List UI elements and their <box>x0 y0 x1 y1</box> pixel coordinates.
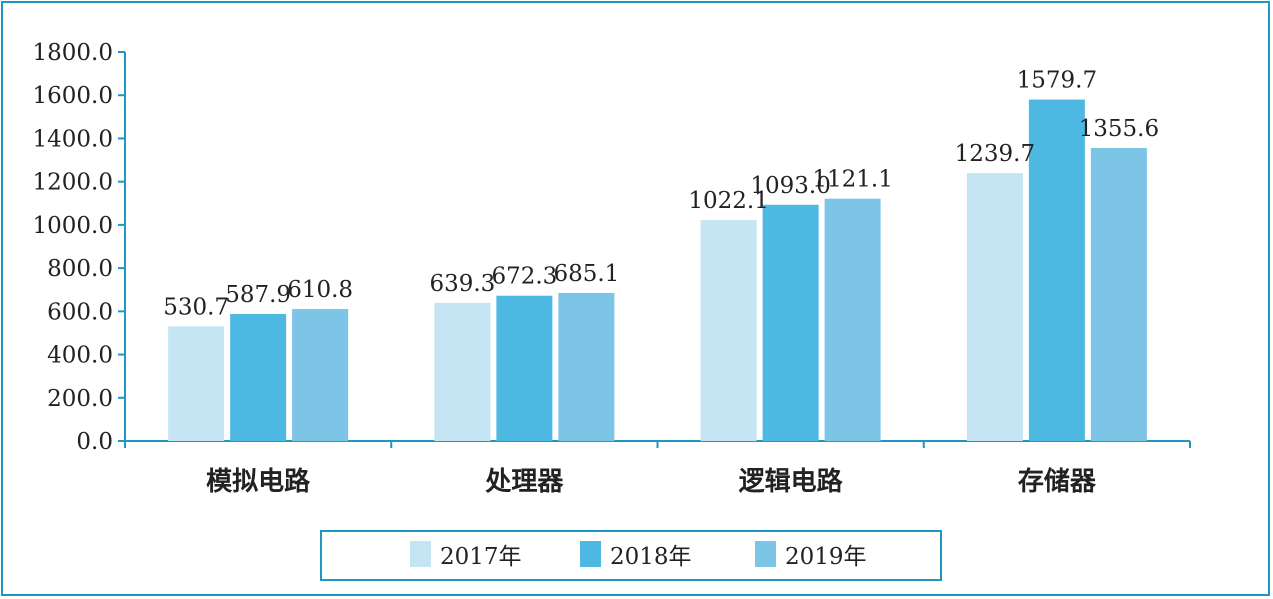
bar-4-3 <box>1090 148 1147 441</box>
value-label: 1355.6 <box>1079 116 1159 142</box>
category-labels: 模拟电路 处理器 逻辑电路 存储器 <box>206 466 1097 497</box>
y-tick-label: 200.0 <box>47 386 113 412</box>
bar-3-2 <box>762 204 819 441</box>
x-axis <box>124 440 1191 448</box>
y-axis: 0.0 200.0 400.0 600.0 800.0 1000.0 1200.0 1400.… <box>33 40 126 455</box>
value-label: 672.3 <box>491 264 557 290</box>
legend-label: 2018年 <box>610 544 692 570</box>
category-label: 模拟电路 <box>206 466 311 497</box>
value-label: 639.3 <box>429 271 495 297</box>
y-tick-label: 1800.0 <box>33 40 113 66</box>
bars <box>168 99 1147 442</box>
legend: 2017年 2018年 2019年 <box>320 530 942 581</box>
y-tick-label: 400.0 <box>47 343 113 369</box>
value-label: 1239.7 <box>955 141 1035 167</box>
bar-2-3 <box>558 292 615 441</box>
bar-1-1 <box>168 326 225 441</box>
y-tick-label: 1400.0 <box>33 126 113 152</box>
value-label: 1579.7 <box>1017 68 1097 94</box>
legend-swatch <box>580 541 601 567</box>
value-label: 587.9 <box>225 282 291 308</box>
bar-2-1 <box>434 302 491 441</box>
value-label: 1093.0 <box>750 173 830 199</box>
bar-4-2 <box>1028 99 1085 441</box>
y-tick-label: 1600.0 <box>33 83 113 109</box>
bar-2-2 <box>496 295 553 441</box>
category-label: 逻辑电路 <box>739 466 844 497</box>
bar-3-1 <box>700 220 757 441</box>
y-tick-label: 600.0 <box>47 299 113 325</box>
category-label: 处理器 <box>484 467 564 497</box>
legend-label: 2019年 <box>785 544 867 570</box>
y-tick-label: 1200.0 <box>33 170 113 196</box>
legend-swatch <box>755 541 776 567</box>
value-label: 1022.1 <box>688 188 768 214</box>
value-label: 610.8 <box>287 277 353 303</box>
bar-3-3 <box>824 198 881 441</box>
value-label: 1121.1 <box>812 167 892 193</box>
legend-label: 2017年 <box>440 544 522 570</box>
bar-4-1 <box>966 173 1023 442</box>
value-label: 685.1 <box>553 261 619 287</box>
y-tick-label: 800.0 <box>47 256 113 282</box>
bar-1-2 <box>230 313 287 441</box>
y-tick-label: 1000.0 <box>33 213 113 239</box>
y-tick-label: 0.0 <box>76 429 113 455</box>
bar-1-3 <box>292 308 349 441</box>
value-label: 530.7 <box>163 294 229 320</box>
category-label: 存储器 <box>1018 466 1097 497</box>
legend-swatch <box>410 541 431 567</box>
